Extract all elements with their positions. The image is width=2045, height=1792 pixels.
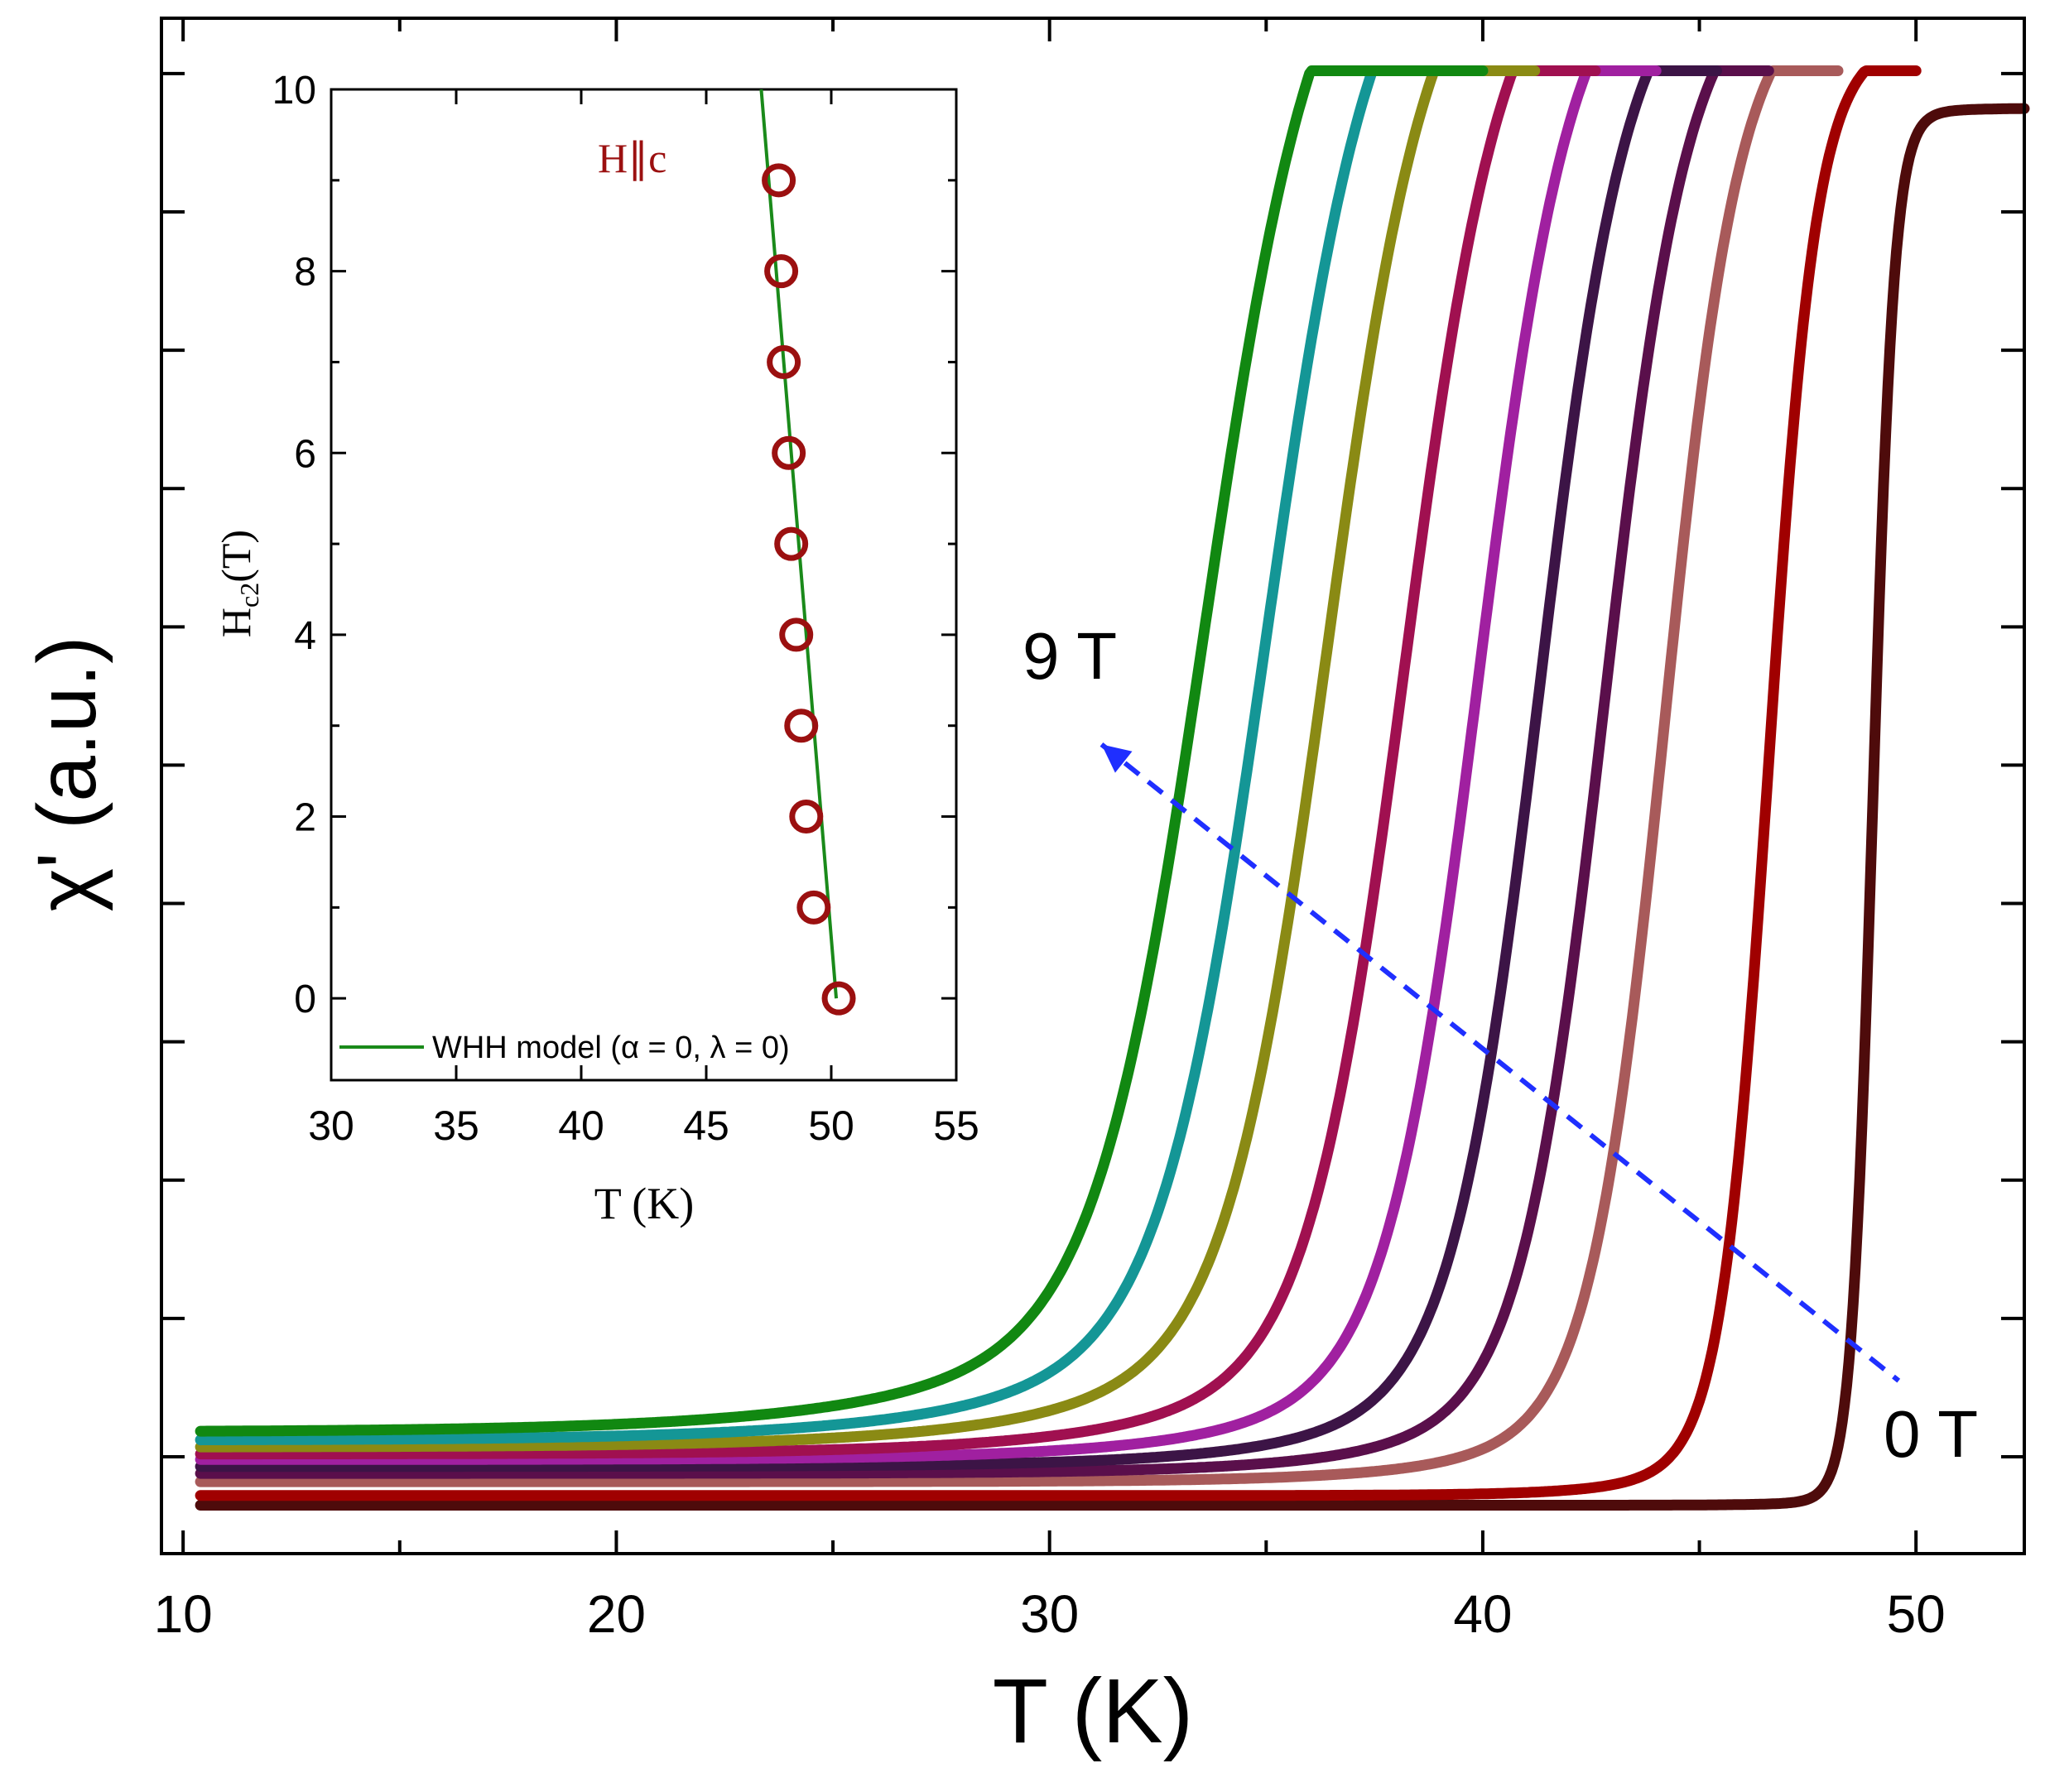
main-x-tick-label: 20	[587, 1584, 646, 1644]
inset-y-tick-label: 2	[294, 796, 316, 840]
inset-x-tick-label: 55	[933, 1103, 979, 1149]
series-line-1	[195, 65, 1922, 1501]
series-line-9	[195, 65, 1489, 1437]
inset-fit-line-group	[759, 89, 839, 999]
inset-y-tick-label: 6	[294, 432, 316, 476]
inset-point	[762, 163, 796, 198]
inset-point	[767, 344, 801, 379]
series-line-2	[195, 65, 1844, 1487]
arrow-end-label: 0 T	[1884, 1397, 1978, 1471]
series-line-5	[195, 65, 1662, 1465]
inset-x-ticks: 30 35 40 45 50 55	[308, 89, 979, 1149]
main-x-tick-label: 10	[154, 1584, 213, 1644]
field-arrow	[1099, 742, 1901, 1383]
inset-point	[789, 800, 824, 834]
arrow-line	[1099, 742, 1901, 1383]
inset-title: H∥c	[598, 135, 666, 181]
inset-points-group	[762, 163, 856, 1016]
series-line-0	[195, 103, 2030, 1511]
inset-point	[784, 709, 819, 743]
series-line-4	[195, 65, 1722, 1473]
arrow-head	[1101, 744, 1133, 773]
main-x-ticks: 10 20 30 40 50	[154, 18, 1946, 1644]
inset-x-tick-label: 40	[558, 1103, 604, 1149]
inset-y-tick-label: 10	[272, 69, 316, 113]
inset-y-ticks: 0 2 4 6 8 10	[272, 69, 956, 1021]
inset-x-tick-label: 45	[683, 1103, 729, 1149]
main-x-tick-label: 30	[1020, 1584, 1079, 1644]
inset-legend-label: WHH model (α = 0, λ = 0)	[432, 1031, 790, 1065]
inset-y-label-sub: c2	[234, 583, 264, 608]
inset-point	[764, 254, 799, 289]
inset-y-tick-label: 8	[294, 251, 316, 295]
main-x-tick-label: 40	[1453, 1584, 1512, 1644]
main-chart: 10 20 30 40 50 T (K) χ' (a.u.) 9 T 0 T	[21, 17, 2030, 1762]
main-series-group	[195, 65, 2030, 1511]
inset-y-tick-label: 4	[294, 614, 316, 658]
inset-y-axis-label: Hc2(T)	[213, 530, 264, 637]
main-plot-frame	[160, 17, 2026, 1555]
main-x-axis-label: T (K)	[993, 1660, 1193, 1762]
inset-point	[821, 981, 856, 1016]
inset-x-tick-label: 30	[308, 1103, 354, 1149]
series-line-7	[195, 65, 1541, 1453]
main-x-tick-label: 50	[1887, 1584, 1946, 1644]
inset-point	[779, 617, 814, 652]
inset-y-label-main: H	[213, 608, 259, 637]
inset-fit-line	[759, 89, 839, 999]
inset-point	[796, 890, 831, 925]
inset-y-label-unit: (T)	[213, 530, 259, 583]
main-y-axis-label: χ' (a.u.)	[21, 637, 113, 912]
series-line-3	[195, 65, 1774, 1479]
inset-chart: 30 35 40 45 50 55 0 2 4 6 8 10 H∥c T (K) Hc2(T) WH…	[213, 69, 979, 1228]
inset-point	[774, 526, 809, 561]
inset-y-tick-label: 0	[294, 978, 316, 1021]
series-line-6	[195, 65, 1601, 1460]
svg-text:Hc2(T): Hc2(T)	[213, 530, 264, 637]
inset-point	[772, 435, 806, 470]
inset-x-tick-label: 35	[433, 1103, 479, 1149]
main-y-ticks	[161, 71, 2024, 1459]
inset-plot-frame	[330, 88, 958, 1082]
arrow-start-label: 9 T	[1022, 619, 1117, 693]
series-line-8	[195, 65, 1489, 1446]
inset-x-axis-label: T (K)	[594, 1179, 694, 1228]
inset-x-tick-label: 50	[808, 1103, 854, 1149]
